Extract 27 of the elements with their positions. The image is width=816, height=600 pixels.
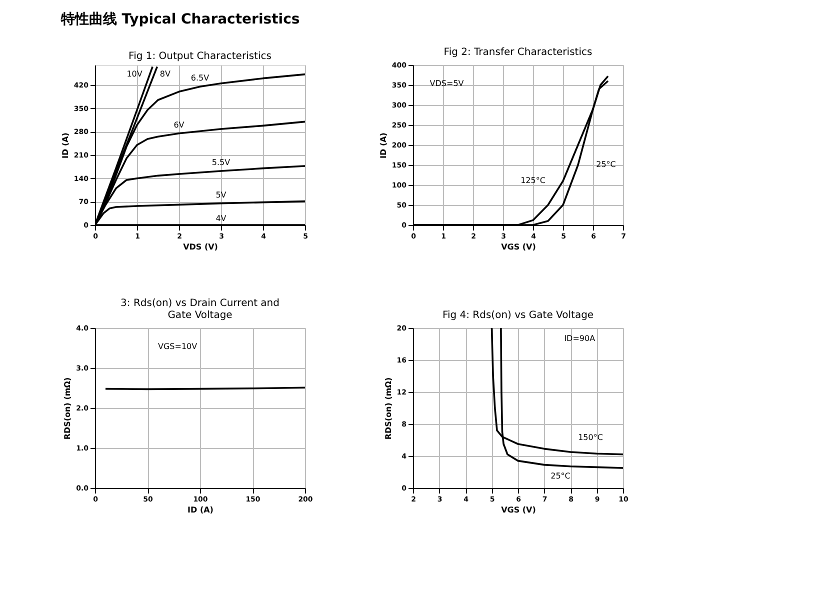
series-label: 10V bbox=[126, 70, 143, 79]
series-label: 150°C bbox=[578, 433, 604, 442]
chart-title: Fig 1: Output Characteristics bbox=[128, 51, 272, 62]
y-axis-title: RDS(on) (mΩ) bbox=[63, 377, 72, 440]
chart-title: Fig 4: Rds(on) vs Gate Voltage bbox=[442, 310, 594, 321]
series-label: 125°C bbox=[520, 176, 546, 185]
text: 特性曲线 Typical Characteristics bbox=[60, 12, 300, 28]
x-axis-title: VDS (V) bbox=[183, 242, 218, 252]
x-axis-title: VGS (V) bbox=[501, 506, 536, 514]
series-label: 6V bbox=[174, 120, 185, 130]
annotation: ID=90A bbox=[564, 334, 596, 344]
x-axis-title: VGS (V) bbox=[501, 242, 536, 252]
series-label: 5.5V bbox=[212, 158, 231, 167]
annotation: VDS=5V bbox=[430, 79, 464, 88]
chart-title: 3: Rds(on) vs Drain Current and Gate Voltage bbox=[120, 298, 280, 321]
series-label: 6.5V bbox=[190, 74, 210, 83]
y-axis-title: RDS(on) (mΩ) bbox=[384, 377, 393, 440]
series-label: 5V bbox=[216, 190, 227, 200]
series-label: 4V bbox=[216, 214, 227, 223]
chart-title: Fig 2: Transfer Characteristics bbox=[444, 47, 592, 58]
y-axis-title: ID (A) bbox=[60, 132, 70, 158]
x-axis-title: ID (A) bbox=[188, 506, 214, 514]
annotation: VGS=10V bbox=[158, 342, 198, 352]
text: 25°C bbox=[596, 160, 616, 169]
series-label: 25°C bbox=[550, 471, 571, 480]
y-axis-title: ID (A) bbox=[378, 132, 388, 158]
series-label: 8V bbox=[160, 70, 171, 79]
